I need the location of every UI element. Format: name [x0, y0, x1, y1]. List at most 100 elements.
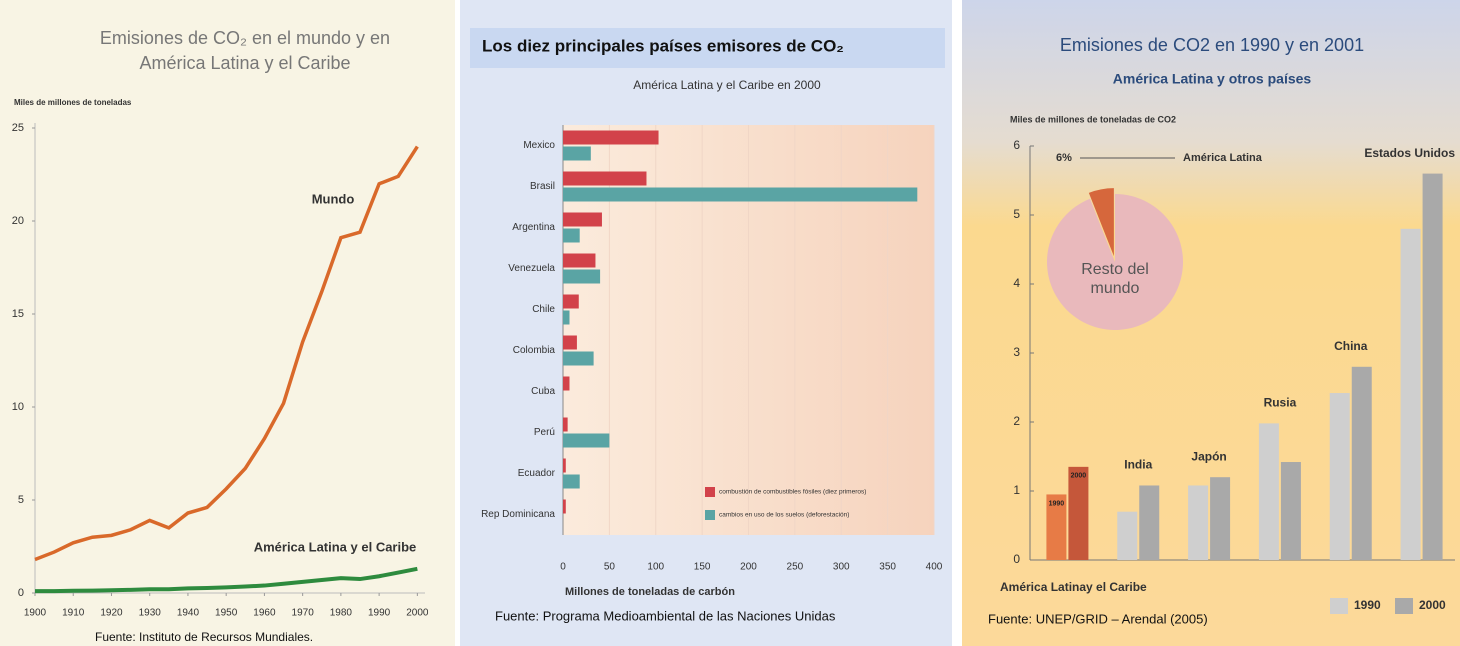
y-tick-label: 3: [1013, 345, 1020, 359]
series-label: Mundo: [312, 191, 355, 206]
bar: [1188, 485, 1209, 560]
chart-title: Emisiones de CO₂ en el mundo y en Améric…: [99, 28, 391, 73]
bar: [563, 474, 580, 489]
y-axis-label: Miles de millones de toneladas de CO2: [1010, 114, 1176, 124]
x-tick-label: 0: [560, 562, 566, 573]
y-tick-label: 15: [12, 308, 24, 320]
x-tick-label: 100: [647, 562, 664, 573]
bar: [1400, 228, 1421, 561]
x-tick-label: 1950: [215, 608, 238, 619]
x-tick-label: 150: [694, 562, 711, 573]
panel-bg: [0, 0, 455, 646]
bar: [563, 130, 659, 145]
legend-label: 1990: [1354, 598, 1381, 612]
bar: [563, 433, 610, 448]
y-tick-label: 0: [1013, 552, 1020, 566]
line-series: [35, 566, 418, 594]
bar: [1117, 511, 1138, 560]
y-tick-label: 25: [12, 122, 24, 134]
legend-swatch: [1330, 598, 1348, 614]
bar: [563, 269, 601, 284]
x-axis-label: Millones de toneladas de carbón: [565, 586, 735, 598]
bar-series-label: 2000: [1071, 473, 1087, 480]
bar: [563, 187, 918, 202]
chart-subtitle: América Latina y otros países: [1113, 71, 1312, 87]
y-tick-label: Argentina: [512, 222, 555, 233]
y-tick-label: 1: [1013, 483, 1020, 497]
x-tick-label: 400: [926, 562, 943, 573]
x-tick-label: 1900: [24, 608, 47, 619]
y-tick-label: 6: [1013, 138, 1020, 152]
legend-swatch: [705, 487, 715, 497]
x-tick-label: 250: [787, 562, 804, 573]
pie-slice: [1047, 194, 1183, 331]
y-tick-label: Cuba: [531, 386, 555, 397]
y-tick-label: 10: [12, 401, 24, 413]
y-tick-label: 5: [18, 494, 24, 506]
chart-title: Emisiones de CO2 en 1990 y en 2001: [1060, 35, 1364, 55]
bar: [1046, 494, 1067, 560]
source: Fuente: UNEP/GRID – Arendal (2005): [988, 611, 1208, 626]
source: Fuente: Instituto de Recursos Mundiales.: [95, 630, 313, 644]
bar: [1329, 393, 1350, 560]
bar: [563, 351, 594, 366]
pie-value-label: 6%: [1056, 152, 1072, 164]
bar: [1280, 462, 1301, 560]
x-tick-label: 1910: [62, 608, 85, 619]
chart-title: Los diez principales países emisores de …: [482, 36, 844, 55]
bar: [563, 417, 568, 432]
legend-label: cambios en uso de los suelos (deforestac…: [719, 512, 849, 519]
category-label: Estados Unidos: [1364, 146, 1455, 160]
category-label: Japón: [1191, 449, 1226, 463]
y-tick-label: Rep Dominicana: [481, 509, 555, 520]
y-tick-label: Brasil: [530, 181, 555, 192]
bar: [563, 458, 566, 473]
bar-series-label: 1990: [1049, 500, 1065, 507]
bar: [563, 376, 570, 391]
bar: [563, 253, 596, 268]
y-tick-label: 0: [18, 587, 24, 599]
y-tick-label: Ecuador: [518, 468, 556, 479]
bar: [563, 212, 602, 227]
legend-label: 2000: [1419, 598, 1446, 612]
y-tick-label: 2: [1013, 414, 1020, 428]
category-label: India: [1124, 458, 1152, 472]
bar: [563, 335, 577, 350]
x-tick-label: 1940: [177, 608, 200, 619]
y-tick-label: 4: [1013, 276, 1020, 290]
y-tick-label: 20: [12, 215, 24, 227]
x-tick-label: 300: [833, 562, 850, 573]
legend-swatch: [1395, 598, 1413, 614]
pie-label: América Latina: [1183, 152, 1263, 164]
bar: [563, 499, 566, 514]
y-tick-label: Mexico: [523, 140, 555, 151]
bar: [563, 228, 580, 243]
line-series: [34, 145, 419, 562]
x-tick-label: 1970: [292, 608, 315, 619]
bar: [1351, 366, 1372, 560]
bar: [563, 310, 570, 325]
x-tick-label: 350: [879, 562, 896, 573]
bar: [1068, 466, 1089, 560]
title-band: [470, 28, 945, 68]
bar: [1210, 477, 1231, 560]
chart-subtitle: América Latina y el Caribe en 2000: [633, 78, 821, 92]
bar: [1258, 423, 1279, 560]
y-tick-label: 5: [1013, 207, 1020, 221]
x-tick-label: 200: [740, 562, 757, 573]
category-label: China: [1334, 339, 1368, 353]
x-tick-label: 1930: [139, 608, 162, 619]
x-tick-label: 1960: [253, 608, 276, 619]
y-tick-label: Colombia: [513, 345, 556, 356]
legend-label: combustión de combustibles fósiles (diez…: [719, 489, 866, 496]
bar: [563, 171, 647, 186]
x-tick-label: 50: [604, 562, 616, 573]
legend-swatch: [705, 510, 715, 520]
bar: [1139, 485, 1160, 560]
x-tick-label: 1990: [368, 608, 391, 619]
x-tick-label: 2000: [406, 608, 429, 619]
bar: [1422, 173, 1443, 560]
x-tick-label: América Latinay el Caribe: [1000, 580, 1147, 594]
series-label: América Latina y el Caribe: [254, 539, 417, 554]
